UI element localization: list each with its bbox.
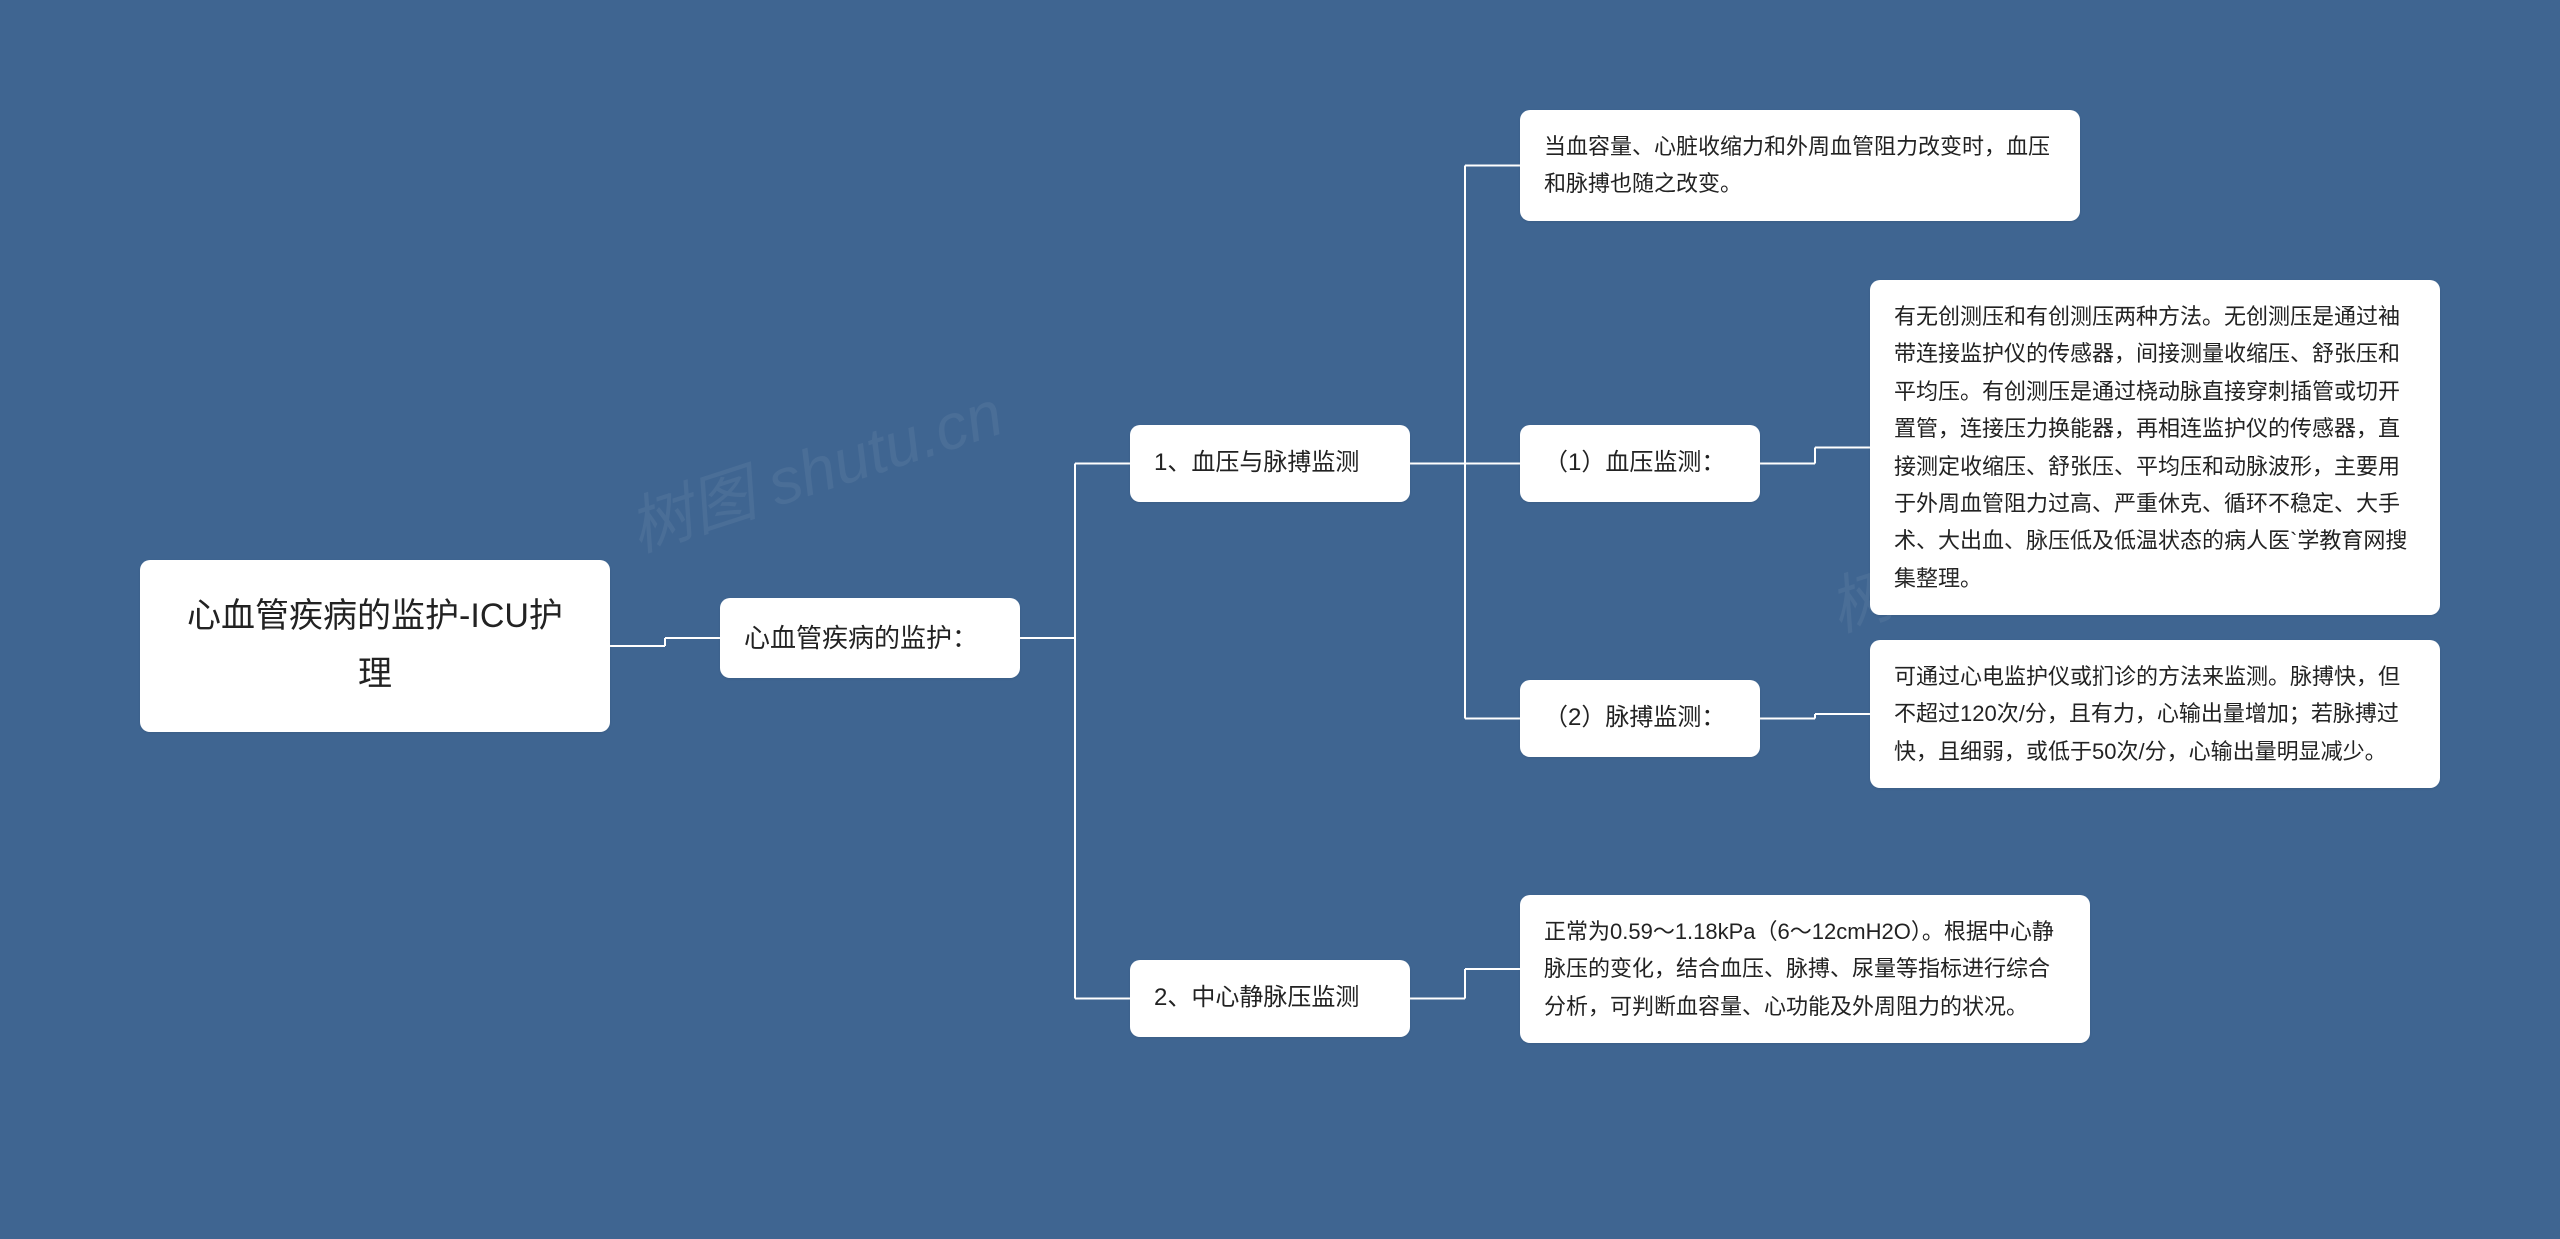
mindmap-canvas: 心血管疾病的监护-ICU护理 心血管疾病的监护： 1、血压与脉搏监测 2、中心静… xyxy=(0,0,2560,1239)
node-cvp: 2、中心静脉压监测 xyxy=(1130,960,1410,1037)
node-leaf-bp-detail-text: 有无创测压和有创测压两种方法。无创测压是通过袖带连接监护仪的传感器，间接测量收缩… xyxy=(1894,304,2407,591)
node-pulse-monitor: （2）脉搏监测： xyxy=(1520,680,1760,757)
node-pulse-monitor-text: （2）脉搏监测： xyxy=(1544,704,1725,731)
node-root: 心血管疾病的监护-ICU护理 xyxy=(140,560,610,732)
node-bp-pulse-text: 1、血压与脉搏监测 xyxy=(1154,449,1359,476)
node-leaf-cvp-detail-text: 正常为0.59～1.18kPa（6～12cmH2O）。根据中心静脉压的变化，结合… xyxy=(1544,919,2054,1019)
node-leaf-bp-detail: 有无创测压和有创测压两种方法。无创测压是通过袖带连接监护仪的传感器，间接测量收缩… xyxy=(1870,280,2440,615)
watermark-text: 树图 shutu.cn xyxy=(620,377,1011,565)
node-leaf-pulse-detail-text: 可通过心电监护仪或扪诊的方法来监测。脉搏快，但不超过120次/分，且有力，心输出… xyxy=(1894,664,2400,764)
node-leaf-pulse-detail: 可通过心电监护仪或扪诊的方法来监测。脉搏快，但不超过120次/分，且有力，心输出… xyxy=(1870,640,2440,788)
node-leaf-intro: 当血容量、心脏收缩力和外周血管阻力改变时，血压和脉搏也随之改变。 xyxy=(1520,110,2080,221)
node-cvp-text: 2、中心静脉压监测 xyxy=(1154,984,1359,1011)
node-leaf-intro-text: 当血容量、心脏收缩力和外周血管阻力改变时，血压和脉搏也随之改变。 xyxy=(1544,134,2050,196)
node-leaf-cvp-detail: 正常为0.59～1.18kPa（6～12cmH2O）。根据中心静脉压的变化，结合… xyxy=(1520,895,2090,1043)
node-bp-monitor-text: （1）血压监测： xyxy=(1544,449,1725,476)
node-bp-monitor: （1）血压监测： xyxy=(1520,425,1760,502)
node-bp-pulse: 1、血压与脉搏监测 xyxy=(1130,425,1410,502)
node-level1-monitoring: 心血管疾病的监护： xyxy=(720,598,1020,678)
watermark: 树图 shutu.cn xyxy=(615,362,1012,569)
node-level1-text: 心血管疾病的监护： xyxy=(744,623,978,653)
node-root-text: 心血管疾病的监护-ICU护理 xyxy=(187,597,563,693)
